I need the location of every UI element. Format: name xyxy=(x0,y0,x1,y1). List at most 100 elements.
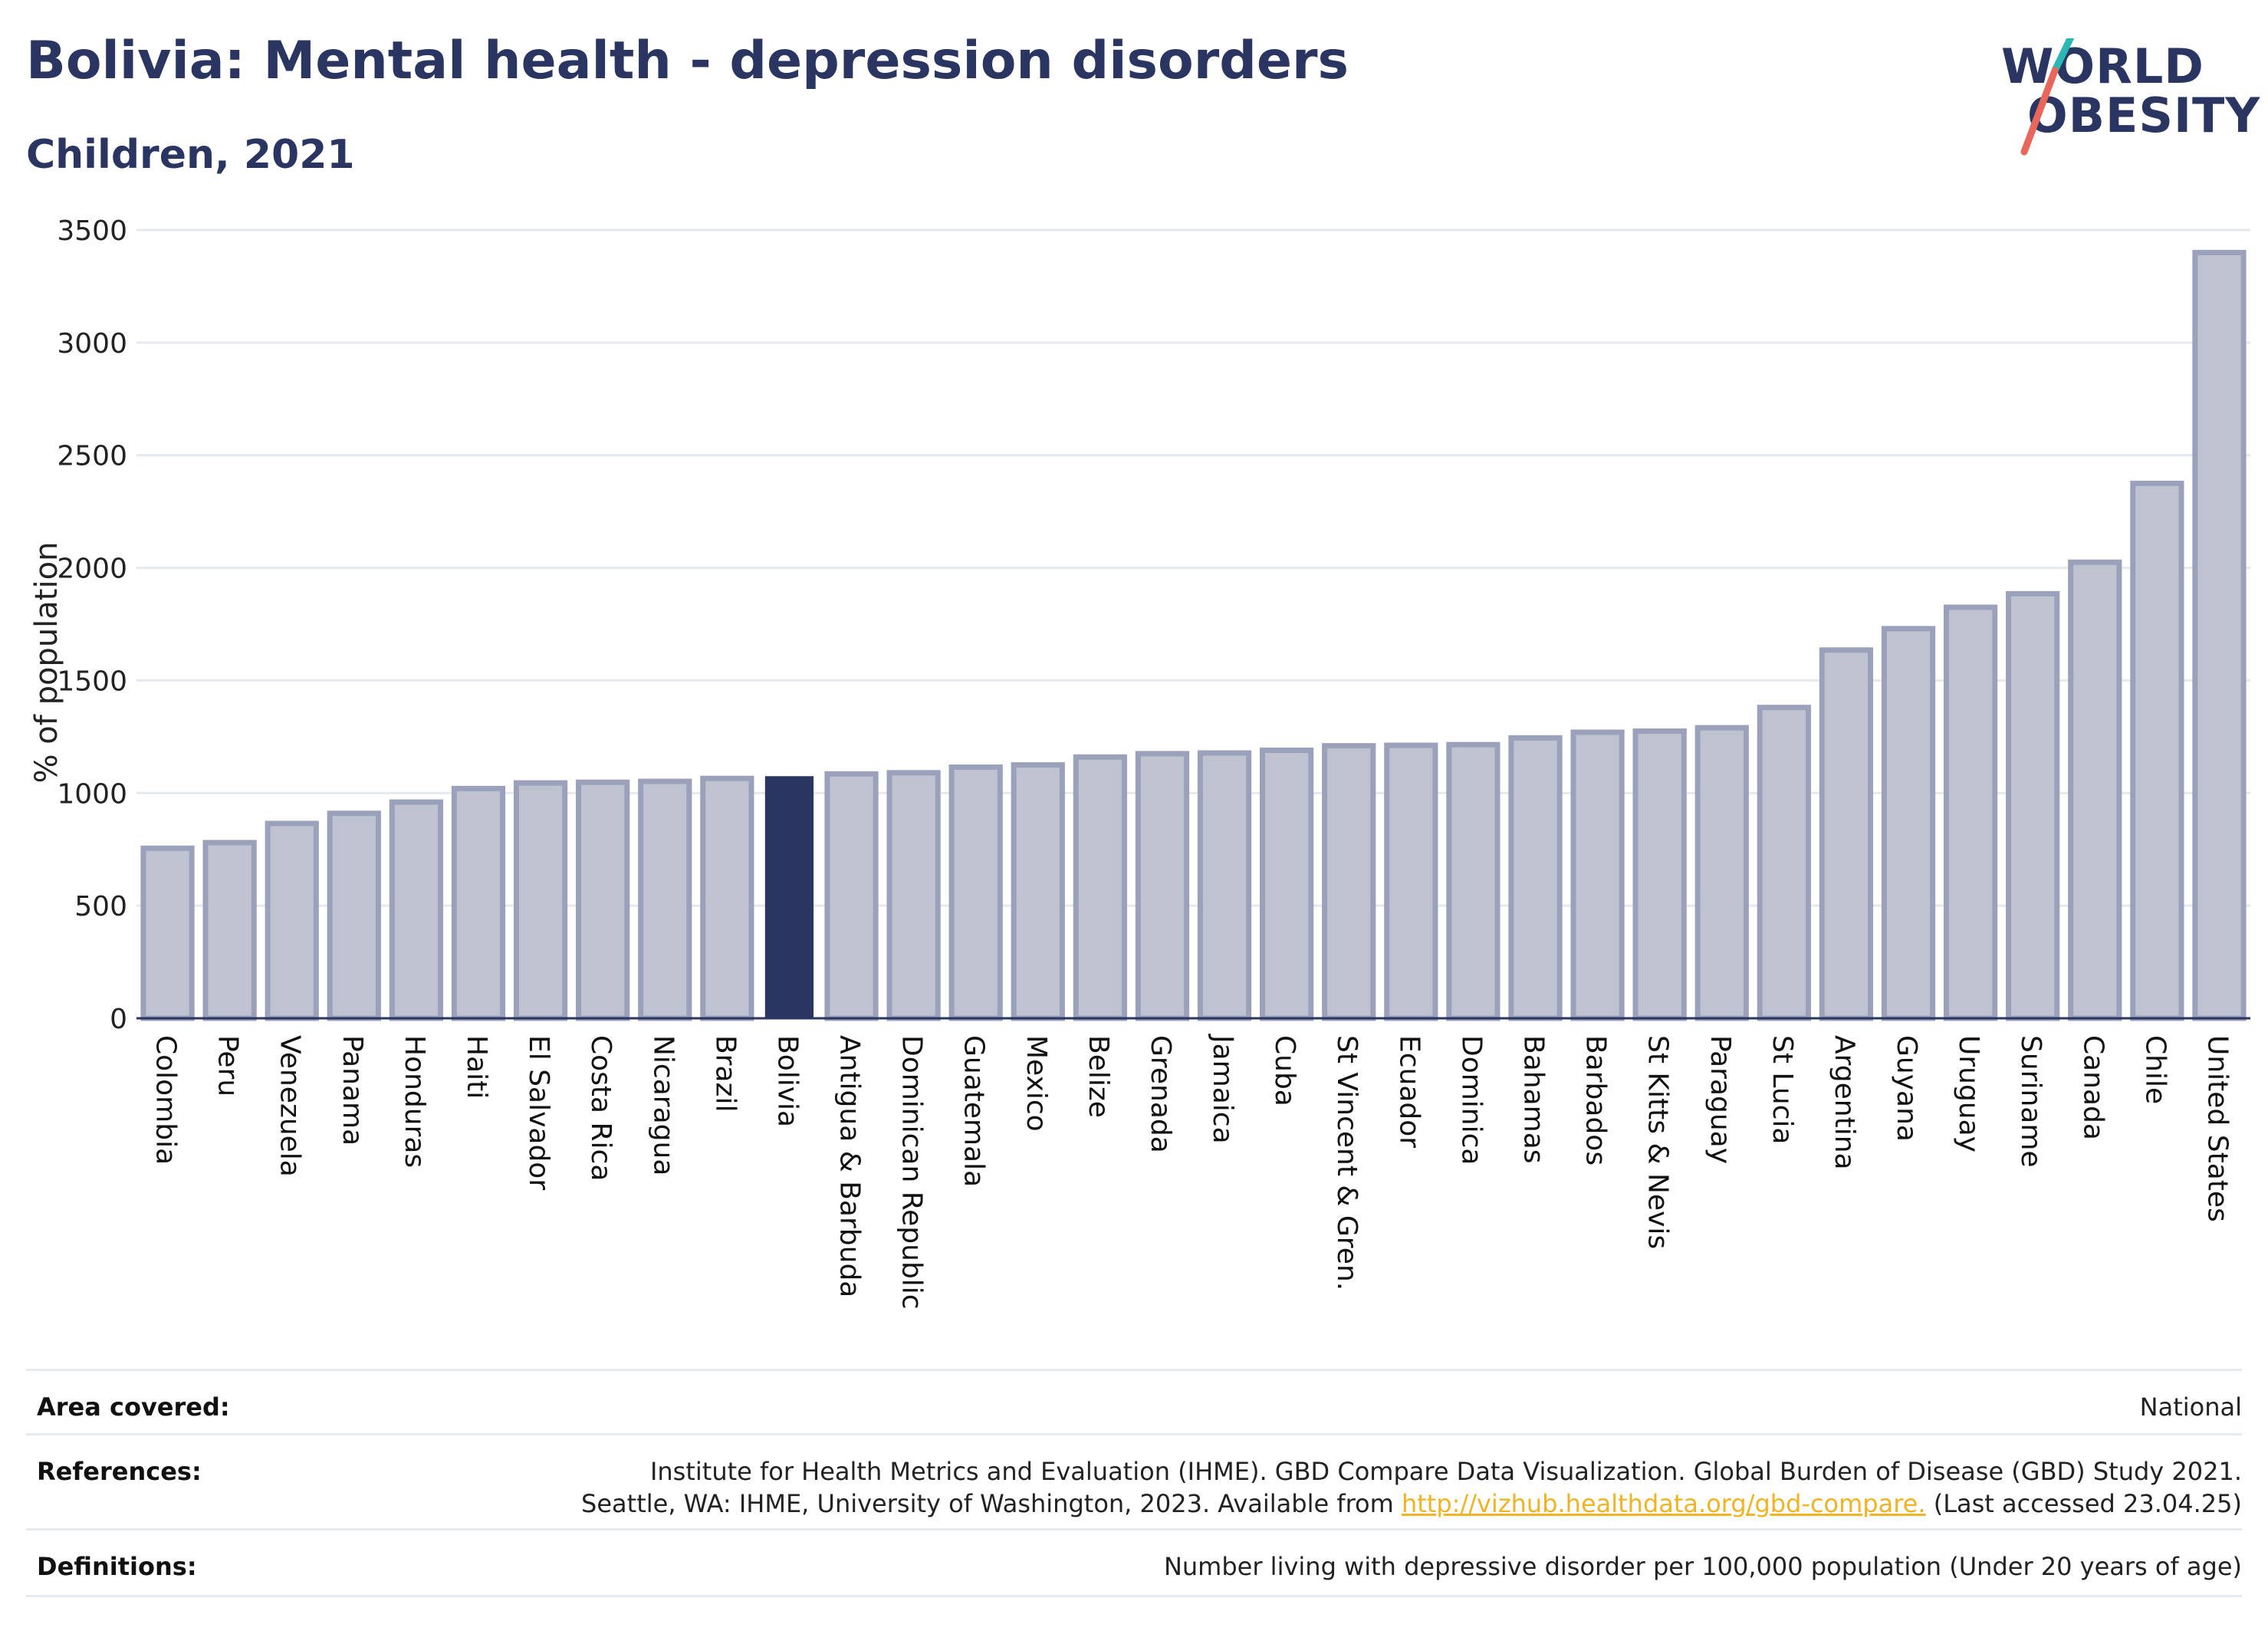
bar-barbados[interactable] xyxy=(1570,729,1625,1021)
x-tick-label: Argentina xyxy=(1829,1035,1860,1170)
y-tick-label: 0 xyxy=(110,1004,127,1035)
bar-st-kitts-nevis[interactable] xyxy=(1632,728,1687,1021)
x-tick-label: Dominican Republic xyxy=(896,1035,928,1310)
y-axis-ticks: 0 500 1000 1500 2000 2500 3000 3500 xyxy=(57,215,127,1035)
bar-antigua-barbuda[interactable] xyxy=(824,771,879,1021)
y-tick-label: 1000 xyxy=(57,778,127,810)
logo-text-obesity: OBESITY xyxy=(2027,87,2261,143)
x-tick-label: Grenada xyxy=(1145,1035,1176,1153)
x-tick-label: Antigua & Barbuda xyxy=(834,1035,866,1297)
x-tick-label: St Kitts & Nevis xyxy=(1642,1035,1674,1249)
bar-united-states[interactable] xyxy=(2192,249,2247,1021)
x-tick-label: St Lucia xyxy=(1767,1035,1798,1145)
footer-row-definitions: Definitions: Number living with depressi… xyxy=(26,1528,2242,1597)
logo-slash-icon xyxy=(2020,38,2075,156)
bar-panama[interactable] xyxy=(327,810,381,1021)
x-tick-label: Belize xyxy=(1083,1035,1114,1118)
chart-bars xyxy=(140,249,2247,1021)
bar-brazil[interactable] xyxy=(700,775,754,1021)
y-tick-label: 1500 xyxy=(57,666,127,697)
chart-title: Bolivia: Mental health - depression diso… xyxy=(26,31,1349,91)
definitions-label: Definitions: xyxy=(37,1552,197,1581)
area-covered-label: Area covered: xyxy=(37,1392,230,1422)
area-covered-value: National xyxy=(2139,1392,2242,1422)
bar-belize[interactable] xyxy=(1073,754,1127,1021)
references-line-2-start: Seattle, WA: IHME, University of Washing… xyxy=(581,1489,1402,1518)
x-tick-label: Mexico xyxy=(1021,1035,1052,1132)
bar-bahamas[interactable] xyxy=(1508,735,1563,1021)
references-line-2: Seattle, WA: IHME, University of Washing… xyxy=(581,1489,2242,1518)
bar-guatemala[interactable] xyxy=(948,764,1003,1021)
x-tick-label: Venezuela xyxy=(274,1035,306,1177)
bar-costa-rica[interactable] xyxy=(576,779,630,1021)
x-tick-label: Colombia xyxy=(150,1035,182,1165)
x-tick-label: Bolivia xyxy=(771,1035,803,1127)
bar-honduras[interactable] xyxy=(389,799,444,1021)
footer-row-area: Area covered: National xyxy=(26,1369,2242,1435)
bar-paraguay[interactable] xyxy=(1694,725,1749,1021)
x-tick-label: Guatemala xyxy=(958,1035,990,1187)
bar-uruguay[interactable] xyxy=(1943,604,1998,1021)
bar-haiti[interactable] xyxy=(451,785,506,1021)
x-tick-label: Nicaragua xyxy=(647,1035,679,1175)
world-obesity-logo: WORLD OBESITY xyxy=(2001,38,2260,161)
bar-jamaica[interactable] xyxy=(1197,750,1252,1021)
y-tick-label: 2500 xyxy=(57,441,127,472)
x-tick-label: Haiti xyxy=(461,1035,492,1099)
x-tick-label: Guyana xyxy=(1891,1035,1922,1142)
references-line-1: Institute for Health Metrics and Evaluat… xyxy=(649,1457,2242,1486)
references-link[interactable]: http://vizhub.healthdata.org/gbd-compare… xyxy=(1401,1489,1926,1518)
bar-dominican-republic[interactable] xyxy=(886,770,941,1021)
references-line-2-end: (Last accessed 23.04.25) xyxy=(1925,1489,2242,1518)
x-tick-label: Brazil xyxy=(709,1035,741,1112)
x-tick-label: Canada xyxy=(2077,1035,2109,1140)
x-tick-label: Chile xyxy=(2139,1035,2171,1104)
bar-canada[interactable] xyxy=(2068,559,2122,1021)
x-tick-label: Cuba xyxy=(1269,1035,1300,1106)
x-tick-label: Suriname xyxy=(2015,1035,2046,1168)
x-tick-label: Honduras xyxy=(399,1035,430,1168)
y-tick-label: 3000 xyxy=(57,328,127,360)
x-tick-label: Costa Rica xyxy=(585,1035,616,1181)
bar-el-salvador[interactable] xyxy=(513,780,568,1021)
x-tick-label: Dominica xyxy=(1455,1035,1487,1165)
x-axis-labels: Colombia Peru Venezuela Panama Honduras Haiti… xyxy=(150,1034,2233,1310)
x-tick-label: Jamaica xyxy=(1207,1034,1238,1144)
bar-st-vincent-gren-[interactable] xyxy=(1322,743,1376,1021)
y-tick-label: 2000 xyxy=(57,554,127,585)
bar-ecuador[interactable] xyxy=(1384,742,1438,1021)
bar-cuba[interactable] xyxy=(1260,747,1314,1021)
chart-subtitle: Children, 2021 xyxy=(26,132,355,178)
x-tick-label: Paraguay xyxy=(1704,1035,1736,1164)
bar-guyana[interactable] xyxy=(1881,626,1936,1021)
x-tick-label: El Salvador xyxy=(523,1035,554,1190)
x-tick-label: Bahamas xyxy=(1517,1035,1549,1164)
bar-nicaragua[interactable] xyxy=(638,778,692,1021)
bar-chart: 0 500 1000 1500 2000 2500 3000 3500 Colombia Per… xyxy=(29,215,2250,1310)
x-tick-label: Panama xyxy=(337,1035,368,1146)
logo-text-world: WORLD xyxy=(2001,38,2204,94)
x-tick-label: Ecuador xyxy=(1393,1035,1425,1148)
y-tick-label: 3500 xyxy=(57,215,127,247)
x-tick-label: United States xyxy=(2201,1035,2233,1222)
bar-suriname[interactable] xyxy=(2006,590,2060,1021)
bar-dominica[interactable] xyxy=(1446,741,1500,1021)
y-tick-label: 500 xyxy=(74,891,127,922)
bar-chile[interactable] xyxy=(2130,480,2184,1021)
x-tick-label: Peru xyxy=(212,1035,244,1096)
bar-st-lucia[interactable] xyxy=(1757,705,1811,1021)
bar-venezuela[interactable] xyxy=(265,820,319,1021)
bar-peru[interactable] xyxy=(202,840,257,1021)
definitions-value: Number living with depressive disorder p… xyxy=(1163,1552,2242,1581)
references-label: References: xyxy=(37,1457,202,1486)
bar-bolivia[interactable] xyxy=(764,776,814,1018)
footer-row-references: References: Institute for Health Metrics… xyxy=(26,1433,2242,1530)
x-tick-label: Barbados xyxy=(1580,1035,1612,1165)
y-axis-label: % of population xyxy=(29,542,64,784)
x-tick-label: Uruguay xyxy=(1953,1035,1984,1152)
x-tick-label: St Vincent & Gren. xyxy=(1331,1035,1362,1290)
bar-colombia[interactable] xyxy=(140,845,195,1021)
bar-argentina[interactable] xyxy=(1819,647,1874,1021)
bar-grenada[interactable] xyxy=(1135,751,1190,1021)
bar-mexico[interactable] xyxy=(1011,762,1065,1021)
